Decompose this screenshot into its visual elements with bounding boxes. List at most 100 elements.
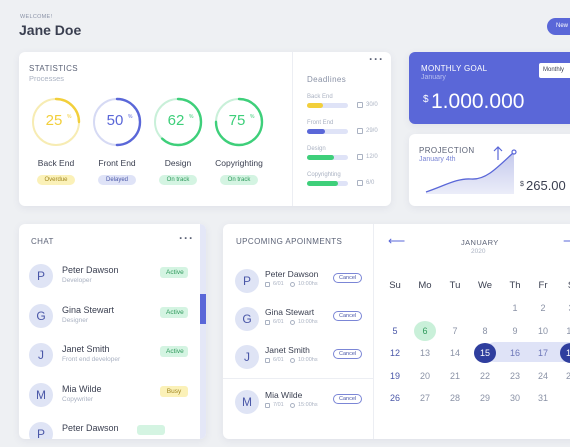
calendar-day[interactable]: 26	[389, 393, 400, 403]
chat-contact[interactable]: M Mia Wilde Copywriter Busy	[19, 382, 199, 417]
calendar-small-icon	[357, 102, 363, 108]
progress-ring	[153, 97, 203, 147]
calendar-day[interactable]: 10	[537, 325, 548, 336]
calendar-range-bar	[485, 342, 570, 362]
calendar-day[interactable]: 25	[565, 370, 570, 381]
calendar-day[interactable]: 5	[392, 325, 398, 336]
calendar-day[interactable]: 31	[537, 393, 548, 403]
calendar-day[interactable]: 24	[537, 370, 548, 381]
new-button[interactable]: New	[547, 18, 570, 35]
statistics-title: STATISTICS	[29, 64, 79, 73]
calendar-divider	[373, 224, 374, 439]
progress-ring-item: 25%	[30, 96, 82, 148]
chat-title: CHAT	[31, 237, 54, 246]
monthly-goal-subtitle: January	[421, 74, 446, 81]
avatar: M	[29, 382, 53, 407]
clock-icon	[290, 282, 295, 287]
monthly-goal-dropdown[interactable]: Monthly	[539, 63, 570, 78]
calendar-day[interactable]: 3	[560, 298, 570, 318]
appointment-date: 6/01	[273, 357, 284, 363]
calendar-weekday: Fr	[538, 279, 548, 291]
calendar-day[interactable]: 8	[482, 325, 488, 336]
calendar-day[interactable]: 2	[540, 303, 546, 313]
calendar-weekday: We	[477, 279, 493, 291]
contact-status-badge	[137, 425, 165, 435]
calendar-weekday: S	[560, 275, 570, 295]
calendar-day[interactable]: 15	[474, 343, 496, 363]
calendar-day[interactable]: 27	[419, 393, 430, 403]
calendar-day[interactable]: 29	[479, 393, 490, 403]
calendar-day[interactable]: 23	[509, 370, 520, 381]
contact-name: Janet Smith	[62, 344, 110, 354]
clock-icon	[290, 358, 295, 363]
calendar-day[interactable]: 11	[566, 325, 570, 336]
avatar: G	[235, 307, 259, 331]
status-badge: Delayed	[98, 175, 136, 185]
calendar-day[interactable]: 13	[419, 348, 430, 358]
calendar-day[interactable]: 9	[512, 325, 518, 336]
cancel-button[interactable]: Cancel	[333, 394, 363, 404]
appointment-name: Gina Stewart	[265, 307, 315, 317]
calendar-day[interactable]: 6	[414, 320, 436, 341]
calendar-small-icon	[265, 282, 270, 287]
projection-point	[511, 149, 517, 155]
calendar-day[interactable]: 28	[449, 393, 460, 403]
appointment-item: J Janet Smith 6/01 10:00hs Cancel	[223, 344, 373, 374]
status-badge: Overdue	[37, 175, 75, 185]
avatar: G	[29, 303, 53, 328]
calendar-day[interactable]: 17	[537, 348, 548, 358]
calendar-day[interactable]: 19	[389, 370, 400, 381]
projection-title: PROJECTION	[419, 146, 475, 155]
calendar-day[interactable]: 12	[389, 348, 400, 358]
appointments-divider	[223, 378, 373, 379]
contact-name: Mia Wilde	[62, 383, 102, 394]
chat-contact[interactable]: P Peter Dawson	[19, 422, 199, 439]
user-name: Jane Doe	[19, 22, 82, 38]
cancel-button[interactable]: Cancel	[333, 349, 363, 359]
chat-contact[interactable]: G Gina Stewart Designer Active	[19, 303, 199, 338]
arrow-up-icon	[493, 146, 503, 160]
ring-label: Copyrighting	[215, 158, 263, 168]
ring-unit: %	[189, 114, 194, 120]
calendar-weekday: Su	[389, 279, 401, 291]
contact-role: Front end developer	[62, 356, 121, 363]
projection-amount: 265.00	[526, 178, 566, 193]
appointment-name: Mia Wilde	[265, 390, 303, 400]
contact-name: Peter Dawson	[62, 265, 119, 275]
calendar-day[interactable]: 20	[419, 370, 430, 381]
progress-ring-item: 62%	[152, 96, 204, 148]
cancel-button[interactable]: Cancel	[333, 311, 363, 321]
calendar-day[interactable]: 14	[449, 348, 460, 358]
chat-contact[interactable]: J Janet Smith Front end developer Active	[19, 343, 199, 377]
ring-unit: %	[250, 114, 255, 120]
chat-contact[interactable]: P Peter Dawson Developer Active	[19, 264, 199, 298]
contact-status-badge: Busy	[160, 385, 188, 397]
chat-scrollbar-thumb[interactable]	[200, 294, 206, 324]
monthly-goal-amount: 1.000.000	[431, 90, 525, 113]
calendar-day[interactable]: 16	[509, 348, 520, 358]
projection-line	[425, 151, 515, 193]
cancel-button[interactable]: Cancel	[333, 273, 363, 283]
status-badge: On track	[159, 175, 197, 185]
appointment-item: M Mia Wilde 7/01 15:00hs Cancel	[223, 389, 373, 419]
calendar-small-icon	[265, 403, 270, 408]
calendar-small-icon	[357, 180, 363, 186]
calendar-day[interactable]: 18	[560, 343, 570, 363]
calendar-next-icon[interactable]: ⟶	[563, 234, 570, 248]
calendar-day[interactable]: 21	[449, 370, 460, 381]
calendar-day[interactable]: 30	[509, 393, 520, 403]
contact-role: Copywriter	[62, 395, 94, 403]
contact-status-badge: Active	[160, 346, 188, 357]
calendar-day[interactable]: 22	[479, 370, 490, 381]
welcome-label: WELCOME!	[20, 14, 53, 20]
projection-area	[426, 152, 514, 194]
calendar-year: 2020	[471, 248, 486, 255]
more-options-icon[interactable]: ···	[369, 52, 384, 66]
chat-more-options-icon[interactable]: ···	[179, 231, 194, 245]
appointment-time: 10:00hs	[298, 319, 318, 325]
deadline-label: Copyrighting	[307, 172, 341, 178]
calendar-day[interactable]: 1	[512, 303, 518, 313]
monthly-goal-currency: $	[423, 94, 429, 105]
calendar-prev-icon[interactable]: ⟵	[388, 234, 406, 248]
calendar-day[interactable]: 7	[452, 325, 458, 336]
